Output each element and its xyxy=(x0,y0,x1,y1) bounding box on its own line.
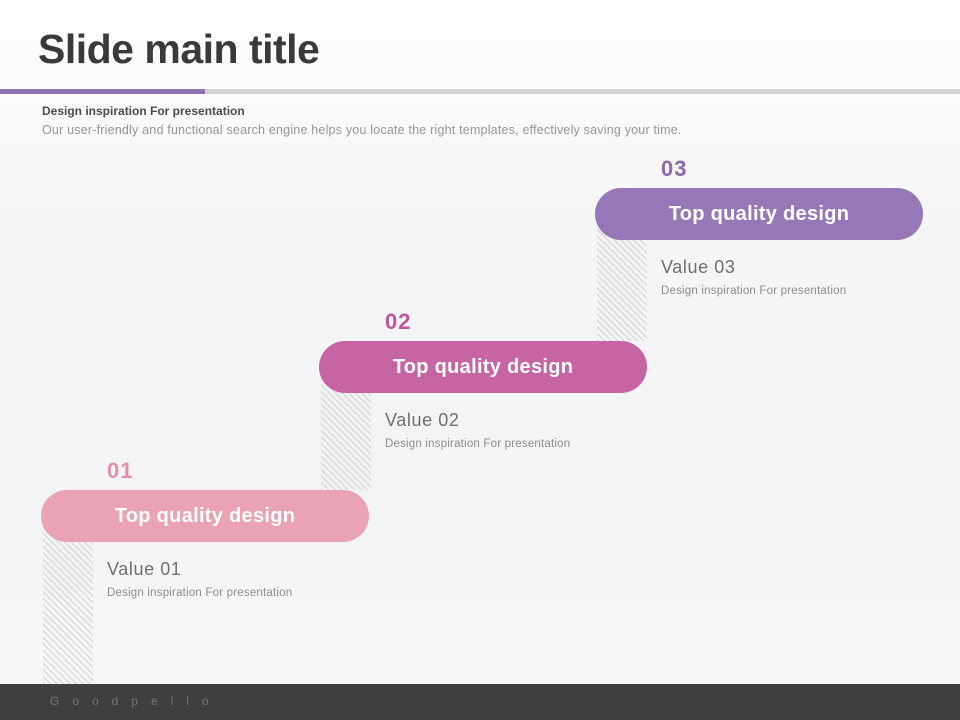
page-title: Slide main title xyxy=(38,26,320,72)
divider-accent-segment xyxy=(0,89,205,94)
footer-bar: Goodpello xyxy=(0,684,960,720)
step-value-01: Value 01 xyxy=(107,559,182,579)
step-number-01: 01 xyxy=(107,458,134,483)
step-number-02: 02 xyxy=(385,309,412,334)
slide-subtitle: Design inspiration For presentation xyxy=(42,104,245,118)
step-value-02: Value 02 xyxy=(385,410,460,430)
step-value-03: Value 03 xyxy=(661,257,736,277)
step-caption-01: Design inspiration For presentation xyxy=(107,587,293,599)
step-caption-02: Design inspiration For presentation xyxy=(385,438,571,450)
step-pill-03: Top quality design xyxy=(595,188,923,240)
divider-gray-segment xyxy=(205,89,960,94)
step-pill-01: Top quality design xyxy=(41,490,369,542)
divider xyxy=(0,89,960,94)
step-caption-03: Design inspiration For presentation xyxy=(661,285,847,297)
brand-logo-text: Goodpello xyxy=(50,694,222,708)
hatch-band-01 xyxy=(43,516,93,684)
step-number-03: 03 xyxy=(661,156,688,181)
slide-description: Our user-friendly and functional search … xyxy=(42,123,682,137)
step-pill-02: Top quality design xyxy=(319,341,647,393)
